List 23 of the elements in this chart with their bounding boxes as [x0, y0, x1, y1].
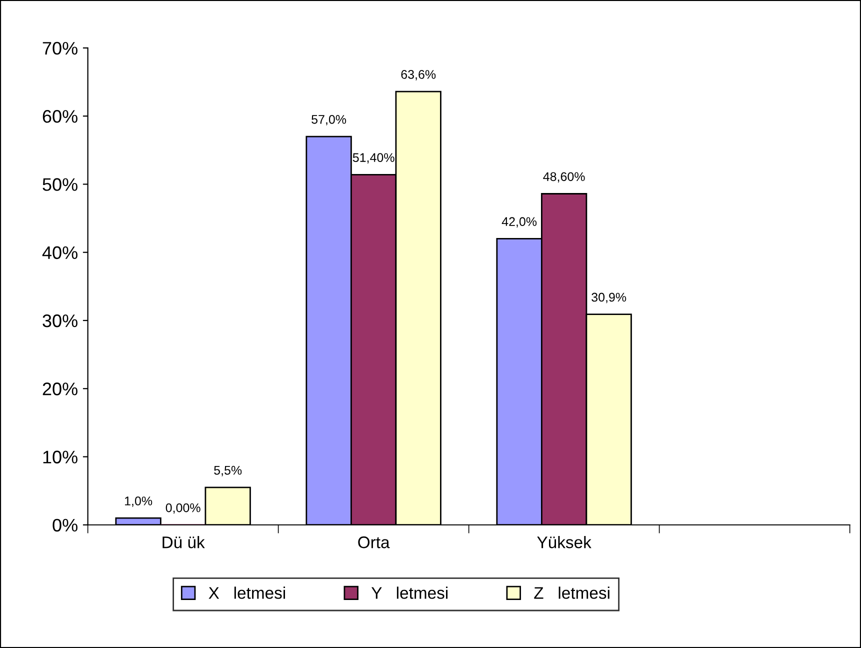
- x-tick-label: Orta: [358, 536, 390, 548]
- legend-label: X letmesi: [208, 586, 285, 599]
- y-tick-label: 40%: [42, 246, 78, 260]
- y-tick-label: 70%: [42, 42, 78, 55]
- data-label: 0,00%: [166, 503, 200, 514]
- y-tick-label: 20%: [42, 382, 78, 396]
- data-label: 5,5%: [214, 466, 242, 476]
- data-label: 30,9%: [592, 292, 626, 304]
- data-label: 63,6%: [401, 70, 436, 80]
- x-tick-label: Yüksek: [537, 536, 592, 548]
- y-tick-label: 10%: [43, 450, 78, 464]
- x-tick-label: Dü ük: [162, 536, 205, 548]
- y-tick-label: 30%: [42, 314, 78, 328]
- data-label: 57,0%: [312, 114, 346, 126]
- legend-label: Y letmesi: [371, 586, 448, 599]
- data-label: 48,60%: [543, 172, 585, 183]
- y-tick-label: 60%: [42, 110, 78, 123]
- data-label: 51,40%: [352, 153, 394, 164]
- data-label: 1,0%: [125, 496, 152, 507]
- legend-label: Z letmesi: [534, 586, 610, 599]
- y-tick-label: 0%: [52, 518, 78, 532]
- data-label: 42,0%: [502, 217, 537, 228]
- y-tick-label: 50%: [42, 178, 78, 191]
